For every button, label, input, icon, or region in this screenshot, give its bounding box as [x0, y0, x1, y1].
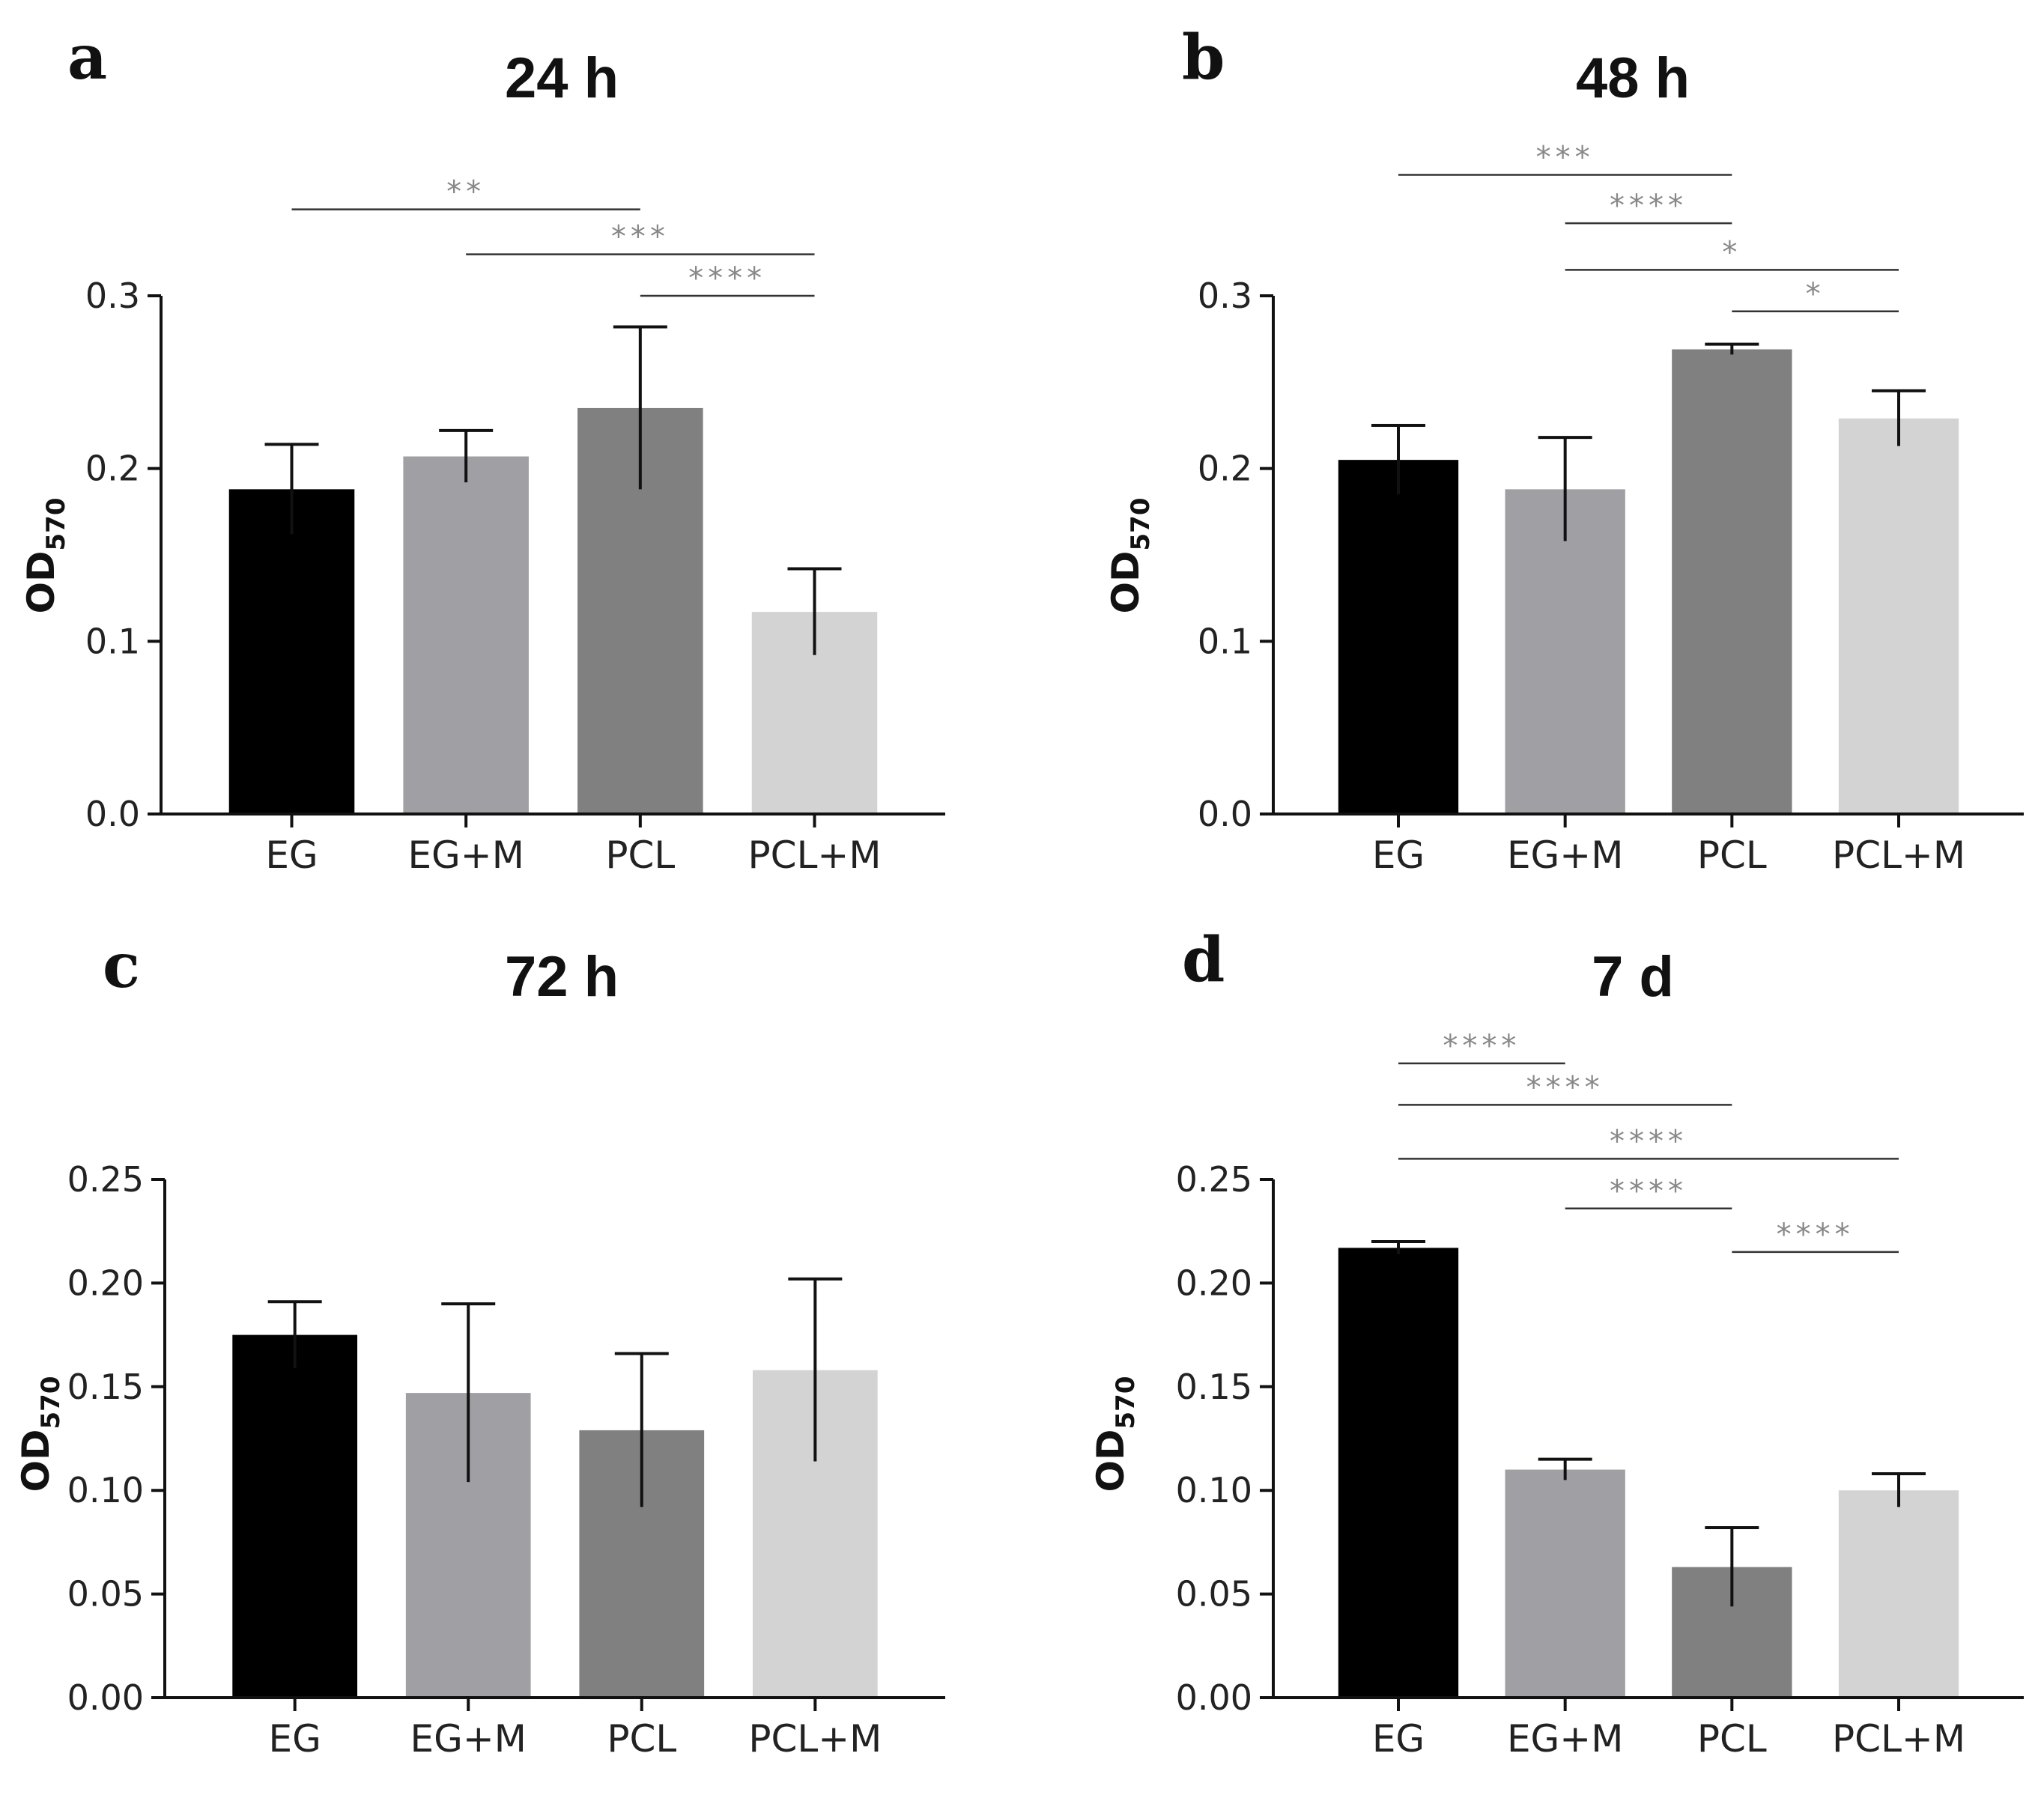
y-tick-label: 0.05: [1176, 1574, 1252, 1615]
y-tick-label: 0.10: [1176, 1470, 1252, 1510]
chart-panel-b: b 48 h0.00.10.20.3EG EG+M PCL PCL+MOD570****…: [1104, 22, 2024, 877]
y-tick-label: 0.0: [1198, 794, 1252, 834]
significance-stars: ****: [1610, 189, 1687, 223]
x-tick-label: EG: [1372, 833, 1425, 877]
y-tick-label: 0.3: [85, 276, 140, 316]
x-tick-label: EG: [265, 833, 318, 877]
y-tick-label: 0.0: [85, 794, 140, 834]
bar-PCL+M: [1838, 418, 1959, 814]
bar-EG: [1338, 460, 1459, 814]
y-tick-label: 0.2: [1198, 449, 1252, 489]
x-tick-label: PCL: [607, 1717, 676, 1761]
bar-EG+M: [403, 456, 529, 814]
significance-stars: ***: [611, 220, 670, 255]
chart-title: 7 d: [1592, 945, 1674, 1009]
significance-stars: *: [1722, 235, 1741, 270]
significance-stars: *: [1806, 277, 1825, 312]
y-tick-label: 0.25: [1176, 1159, 1252, 1200]
y-tick-label: 0.10: [67, 1470, 144, 1510]
panel-letter: c: [103, 930, 140, 1002]
bar-EG: [232, 1334, 358, 1698]
y-tick-label: 0.2: [85, 449, 140, 489]
significance-stars: **: [446, 175, 485, 210]
y-tick-label: 0.20: [1176, 1263, 1252, 1303]
y-axis-label: OD570: [19, 498, 71, 614]
bar-EG+M: [1505, 489, 1625, 814]
chart-title: 72 h: [505, 945, 619, 1009]
bar-PCL: [1672, 349, 1792, 814]
x-tick-label: PCL+M: [1832, 1717, 1965, 1761]
y-tick-label: 0.1: [85, 621, 140, 661]
chart-panel-c: c 72 h 0.00 0.05 0.10 0.15 0.20 0.25 EG EG+M PCL PC…: [14, 930, 945, 1761]
bar-EG+M: [1505, 1469, 1625, 1698]
significance-stars: ****: [1777, 1218, 1855, 1252]
x-tick-label: EG+M: [407, 833, 524, 877]
y-tick-label: 0.15: [67, 1367, 144, 1407]
x-tick-label: PCL: [1697, 1717, 1767, 1761]
bar-EG: [1338, 1248, 1459, 1698]
chart-panel-d: d 7 d 0.00 0.05 0.10 0.15 0.20 0.25 EG EG+M PCL PCL…: [1089, 924, 2024, 1761]
panel-letter: a: [67, 22, 107, 94]
bar-PCL+M: [1838, 1490, 1959, 1698]
significance-stars: ***: [1536, 141, 1595, 175]
y-tick-label: 0.3: [1198, 276, 1252, 316]
y-tick-label: 0.00: [1176, 1677, 1252, 1718]
bar-EG: [228, 489, 355, 814]
chart-panel-a: a 24 h0.00.10.20.3EG EG+M PCL PCL+MOD570****…: [19, 22, 945, 877]
significance-stars: ****: [1443, 1029, 1520, 1063]
x-tick-label: EG+M: [1507, 833, 1623, 877]
x-tick-label: PCL+M: [1832, 833, 1965, 877]
x-tick-label: PCL+M: [748, 833, 882, 877]
x-tick-label: EG: [268, 1717, 321, 1761]
significance-stars: ****: [1610, 1174, 1687, 1209]
y-tick-label: 0.15: [1176, 1367, 1252, 1407]
x-tick-label: PCL: [605, 833, 675, 877]
significance-stars: ****: [1526, 1070, 1604, 1105]
x-tick-label: PCL+M: [748, 1717, 882, 1761]
y-tick-label: 0.25: [67, 1159, 144, 1200]
y-axis-label: OD570: [14, 1376, 66, 1492]
y-axis-label: OD570: [1104, 498, 1156, 614]
x-tick-label: EG: [1372, 1717, 1425, 1761]
x-tick-label: PCL: [1697, 833, 1767, 877]
significance-stars: ****: [1610, 1124, 1687, 1158]
x-tick-label: EG+M: [410, 1717, 527, 1761]
y-tick-label: 0.1: [1198, 621, 1252, 661]
x-tick-label: EG+M: [1507, 1717, 1623, 1761]
chart-title: 48 h: [1576, 46, 1690, 110]
panel-letter: d: [1182, 924, 1225, 996]
panel-letter: b: [1182, 22, 1225, 94]
y-tick-label: 0.20: [67, 1263, 144, 1303]
y-tick-label: 0.05: [67, 1574, 144, 1615]
significance-stars: ****: [688, 261, 766, 296]
chart-title: 24 h: [505, 46, 619, 110]
y-axis-label: OD570: [1089, 1376, 1141, 1492]
y-tick-label: 0.00: [67, 1677, 144, 1718]
